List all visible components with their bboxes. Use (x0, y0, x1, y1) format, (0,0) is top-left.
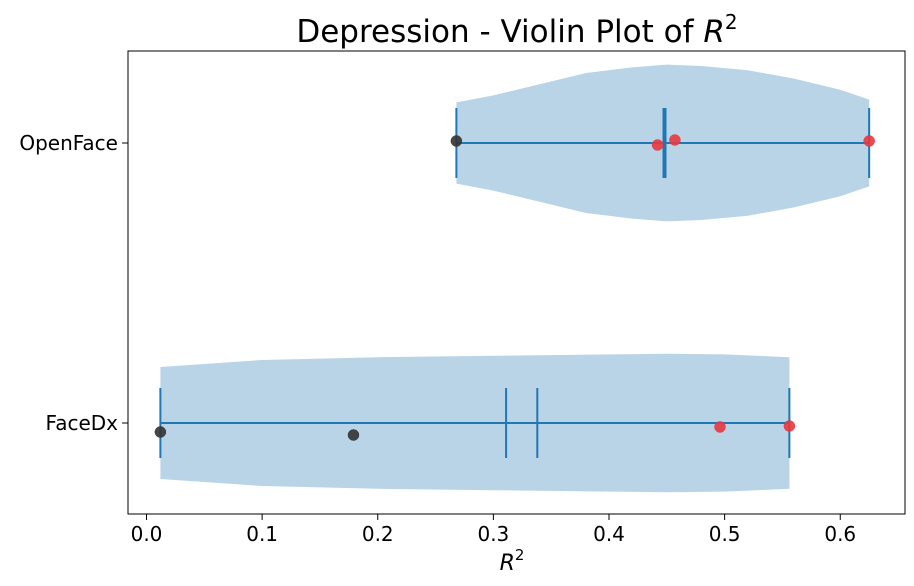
data-point-openface-2 (651, 139, 664, 151)
x-axis-label-r: R (500, 551, 515, 576)
data-point-facedx-2 (347, 429, 360, 441)
data-point-openface-4 (863, 135, 875, 147)
x-tick-label-2: 0.2 (362, 522, 394, 546)
x-tick-label-6: 0.6 (824, 522, 856, 546)
data-point-facedx-1 (154, 426, 167, 438)
x-tick-label-4: 0.4 (593, 522, 625, 546)
data-point-openface-1 (450, 135, 463, 147)
y-tick-label-facedx: FaceDx (46, 411, 119, 435)
x-axis: 0.0 0.1 0.2 0.3 0.4 0.5 0.6 (131, 514, 856, 546)
chart-title-exp: 2 (725, 10, 738, 34)
chart-title: Depression - Violin Plot of R2 (296, 10, 737, 50)
axes-frame (127, 50, 906, 515)
plot-area (154, 64, 875, 493)
x-tick-label-0: 0.0 (131, 522, 163, 546)
x-axis-label-exp: 2 (515, 546, 525, 564)
data-point-openface-3 (669, 134, 681, 146)
chart-title-r: R (703, 14, 725, 50)
x-axis-label: R2 (500, 546, 525, 576)
data-point-facedx-3 (714, 421, 726, 433)
chart-title-text: Depression - Violin Plot of (296, 14, 703, 50)
y-axis: OpenFace FaceDx (19, 131, 128, 435)
x-tick-label-3: 0.3 (477, 522, 509, 546)
y-tick-label-openface: OpenFace (19, 131, 118, 155)
x-tick-label-5: 0.5 (709, 522, 741, 546)
x-tick-label-1: 0.1 (246, 522, 278, 546)
data-point-facedx-4 (783, 420, 796, 432)
